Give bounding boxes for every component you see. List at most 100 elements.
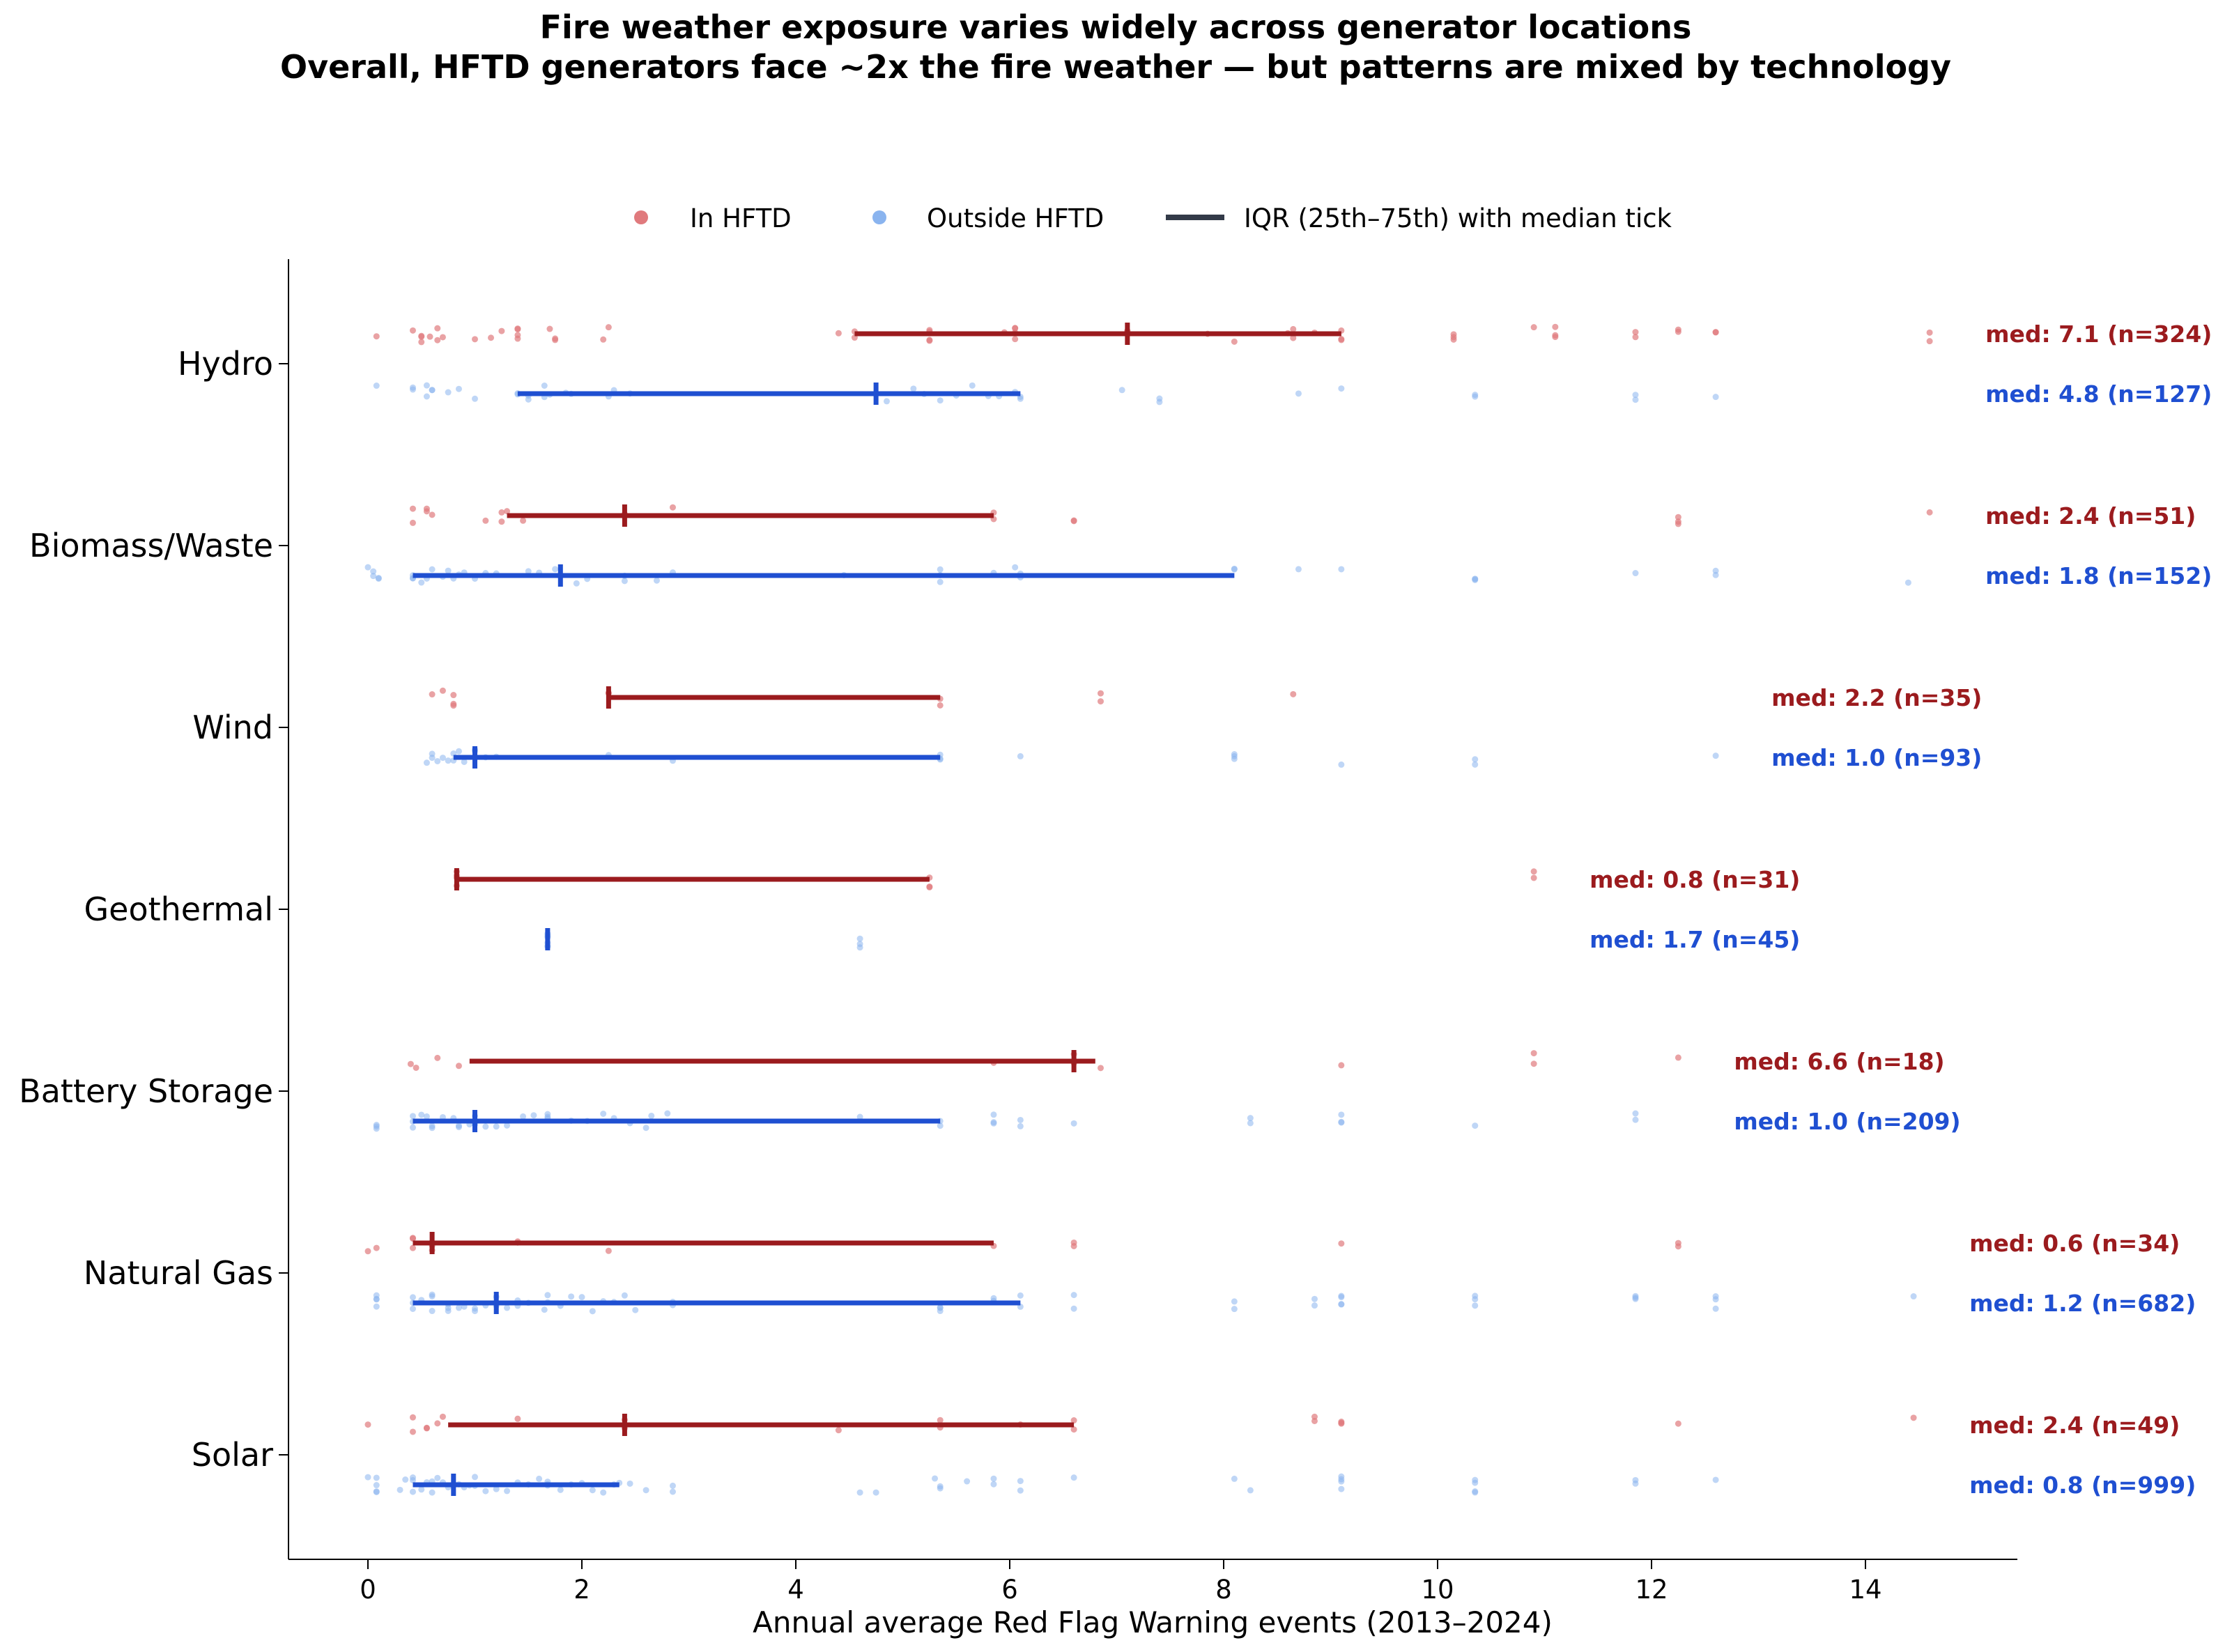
category-group: med: 2.2 (n=35) med: 1.0 (n=93) bbox=[423, 684, 1982, 771]
in-hftd-point bbox=[1070, 1242, 1077, 1249]
outside-hftd-point bbox=[1472, 1489, 1479, 1496]
in-hftd-point bbox=[418, 333, 425, 340]
outside-hftd-point bbox=[423, 382, 430, 389]
outside-hftd-point bbox=[990, 1119, 997, 1126]
outside-hftd-point bbox=[1338, 1118, 1345, 1125]
in-hftd-point bbox=[546, 325, 553, 332]
category-group: med: 2.4 (n=51) med: 1.8 (n=152) bbox=[364, 502, 2212, 589]
category-label: Biomass/Waste bbox=[29, 527, 273, 564]
outside-hftd-point bbox=[1632, 396, 1639, 403]
in-hftd-point bbox=[835, 330, 842, 337]
chart-title-line-1: Fire weather exposure varies widely acro… bbox=[540, 8, 1692, 46]
outside-hftd-point bbox=[504, 1488, 511, 1495]
in-hftd-point bbox=[926, 337, 933, 343]
in-hftd-point bbox=[1311, 1417, 1318, 1424]
outside-hftd-point bbox=[482, 1123, 489, 1130]
outside-hftd-point bbox=[493, 1123, 500, 1130]
outside-hftd-point bbox=[1472, 1302, 1479, 1309]
in-hftd-point bbox=[937, 1416, 944, 1423]
outside-hftd-point bbox=[856, 941, 863, 948]
outside-hftd-point bbox=[937, 397, 944, 404]
outside-hftd-median-label: med: 4.8 (n=127) bbox=[1985, 380, 2212, 408]
outside-hftd-point bbox=[402, 1476, 409, 1483]
outside-hftd-point bbox=[1712, 1305, 1719, 1312]
in-hftd-point bbox=[1530, 1050, 1537, 1057]
outside-hftd-median-label: med: 1.0 (n=93) bbox=[1771, 744, 1982, 771]
in-hftd-point bbox=[409, 1414, 416, 1421]
outside-hftd-point bbox=[1472, 1479, 1479, 1486]
outside-hftd-point bbox=[990, 1475, 997, 1482]
outside-hftd-point bbox=[600, 1111, 607, 1118]
in-hftd-point bbox=[409, 1428, 416, 1435]
outside-hftd-point bbox=[1338, 1485, 1345, 1492]
outside-hftd-point bbox=[373, 1125, 380, 1132]
in-hftd-point bbox=[439, 334, 446, 341]
in-hftd-point bbox=[552, 337, 559, 343]
category-group: med: 0.8 (n=31) med: 1.7 (n=45) bbox=[453, 866, 1800, 953]
in-hftd-point bbox=[1530, 324, 1537, 331]
outside-hftd-point bbox=[445, 757, 452, 764]
outside-hftd-point bbox=[1070, 1292, 1077, 1299]
x-tick-label: 10 bbox=[1421, 1575, 1454, 1605]
outside-hftd-point bbox=[1712, 752, 1719, 759]
in-hftd-point bbox=[600, 336, 607, 343]
in-hftd-median-label: med: 7.1 (n=324) bbox=[1985, 321, 2212, 348]
category-group: med: 2.4 (n=49) med: 0.8 (n=999) bbox=[364, 1412, 2196, 1499]
in-hftd-point bbox=[409, 519, 416, 526]
outside-hftd-point bbox=[1311, 1302, 1318, 1309]
outside-hftd-point bbox=[1338, 1111, 1345, 1118]
outside-hftd-point bbox=[409, 1476, 416, 1483]
outside-hftd-point bbox=[932, 1475, 939, 1482]
outside-hftd-point bbox=[1338, 1473, 1345, 1480]
outside-hftd-point bbox=[1295, 566, 1302, 573]
legend-iqr-label: IQR (25th–75th) with median tick bbox=[1244, 203, 1672, 233]
outside-hftd-point bbox=[1632, 1480, 1639, 1487]
in-hftd-point bbox=[409, 505, 416, 512]
in-hftd-point bbox=[1530, 868, 1537, 875]
in-hftd-point bbox=[1530, 1060, 1537, 1067]
category-group: med: 6.6 (n=18) med: 1.0 (n=209) bbox=[373, 1048, 1961, 1135]
in-hftd-point bbox=[1290, 690, 1297, 697]
outside-hftd-point bbox=[1632, 1110, 1639, 1117]
outside-hftd-point bbox=[1295, 390, 1302, 397]
in-hftd-point bbox=[455, 1063, 462, 1070]
x-tick-label: 12 bbox=[1635, 1575, 1668, 1605]
in-hftd-point bbox=[1338, 1240, 1345, 1247]
outside-hftd-point bbox=[504, 1122, 511, 1129]
in-hftd-point bbox=[426, 333, 433, 340]
outside-hftd-point bbox=[856, 1113, 863, 1120]
in-hftd-point bbox=[1530, 874, 1537, 881]
outside-hftd-point bbox=[418, 1486, 425, 1493]
legend: In HFTD Outside HFTD IQR (25th–75th) wit… bbox=[634, 203, 1672, 233]
outside-hftd-point bbox=[1910, 1293, 1917, 1300]
outside-hftd-point bbox=[589, 1308, 596, 1315]
outside-hftd-point bbox=[1472, 761, 1479, 768]
outside-hftd-point bbox=[552, 566, 559, 573]
y-axis-ticks: Hydro Biomass/Waste Wind Geothermal Battery … bbox=[19, 345, 288, 1474]
category-label: Geothermal bbox=[84, 890, 273, 928]
in-hftd-point bbox=[514, 1415, 521, 1422]
outside-hftd-point bbox=[423, 393, 430, 400]
outside-hftd-point bbox=[409, 1488, 416, 1495]
outside-hftd-point bbox=[621, 578, 628, 585]
in-hftd-point bbox=[1926, 338, 1933, 345]
outside-hftd-point bbox=[872, 1489, 879, 1496]
outside-hftd-point bbox=[664, 1110, 671, 1117]
in-hftd-point bbox=[434, 1054, 441, 1061]
outside-hftd-point bbox=[910, 385, 917, 392]
outside-hftd-point bbox=[434, 1474, 441, 1481]
outside-hftd-point bbox=[1118, 387, 1125, 394]
outside-hftd-point bbox=[937, 1304, 944, 1311]
outside-hftd-point bbox=[461, 758, 468, 765]
in-hftd-point bbox=[409, 1235, 416, 1242]
in-hftd-point bbox=[423, 508, 430, 515]
outside-hftd-point bbox=[409, 1294, 416, 1301]
legend-in-hftd-marker bbox=[634, 210, 648, 224]
in-hftd-point bbox=[1097, 690, 1104, 697]
in-hftd-point bbox=[1675, 1243, 1681, 1250]
outside-hftd-point bbox=[1247, 1120, 1254, 1127]
in-hftd-point bbox=[1926, 329, 1933, 336]
category-label: Hydro bbox=[178, 345, 273, 383]
outside-hftd-point bbox=[373, 1488, 380, 1495]
outside-hftd-point bbox=[409, 1124, 416, 1131]
